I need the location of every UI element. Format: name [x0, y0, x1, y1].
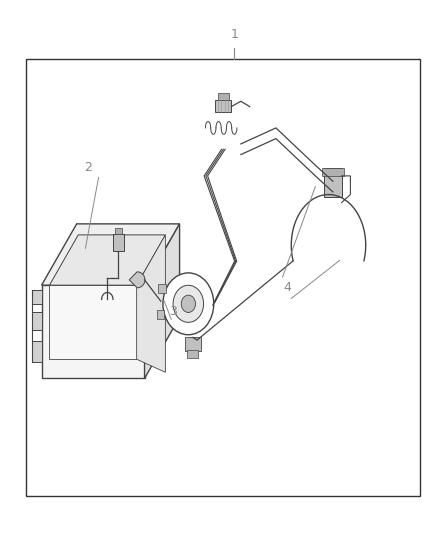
Text: 3: 3	[169, 305, 177, 318]
Bar	[324, 168, 342, 197]
Polygon shape	[42, 224, 180, 285]
Bar	[32, 312, 42, 330]
Bar	[187, 350, 198, 358]
Bar	[156, 310, 164, 319]
Bar	[218, 93, 229, 100]
Circle shape	[181, 295, 195, 312]
Polygon shape	[42, 285, 145, 378]
Polygon shape	[137, 235, 166, 372]
Text: 4: 4	[283, 281, 291, 294]
Text: 2: 2	[84, 161, 92, 174]
Bar	[185, 337, 201, 351]
Bar	[322, 168, 344, 176]
Bar	[159, 284, 166, 293]
Polygon shape	[49, 235, 166, 285]
Polygon shape	[49, 285, 137, 359]
Bar	[115, 228, 122, 235]
Bar	[32, 341, 42, 362]
Bar	[32, 290, 42, 304]
Bar	[26, 59, 420, 496]
Polygon shape	[145, 224, 180, 378]
Bar	[215, 100, 231, 112]
Text: 1: 1	[230, 28, 238, 41]
Circle shape	[163, 273, 214, 335]
Circle shape	[173, 285, 204, 322]
Bar	[113, 235, 124, 252]
Polygon shape	[129, 272, 145, 288]
